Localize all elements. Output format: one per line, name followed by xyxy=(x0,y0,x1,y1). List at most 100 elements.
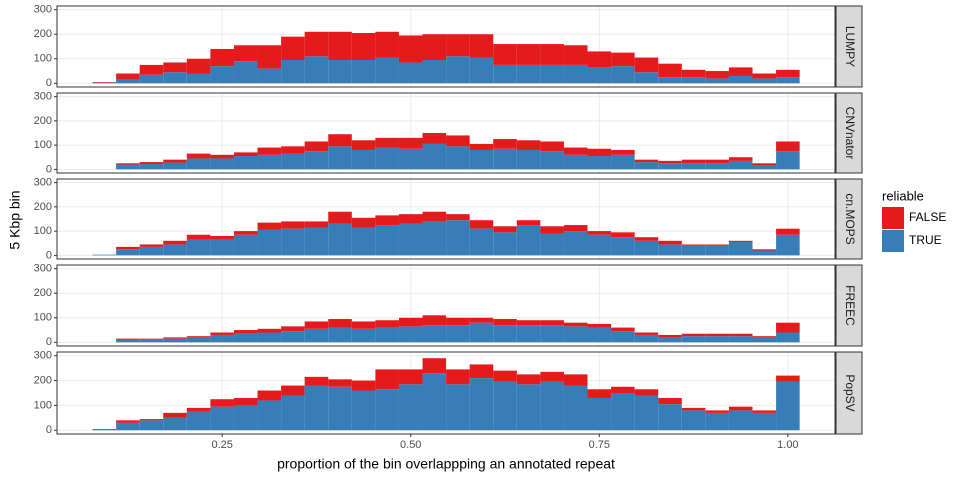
bar xyxy=(611,327,635,332)
panel-border xyxy=(56,92,836,174)
bar xyxy=(469,34,494,58)
bar xyxy=(328,146,352,170)
bar xyxy=(328,379,352,387)
bar xyxy=(516,220,541,226)
bar xyxy=(611,149,635,155)
bar xyxy=(658,77,682,84)
bar xyxy=(611,154,635,170)
bar xyxy=(540,226,564,234)
bar xyxy=(116,73,140,80)
bar xyxy=(304,56,329,84)
bar xyxy=(728,75,753,84)
bar xyxy=(139,162,164,165)
bar xyxy=(634,332,659,335)
bar xyxy=(116,164,140,170)
bar xyxy=(116,79,140,84)
y-tick-label: 100 xyxy=(34,225,52,237)
bar xyxy=(516,44,541,65)
bar xyxy=(752,250,777,256)
bar xyxy=(587,156,612,170)
bar xyxy=(163,162,187,170)
bar xyxy=(116,339,140,343)
y-tick-label: 0 xyxy=(46,163,52,175)
bar xyxy=(752,249,777,251)
bar xyxy=(351,217,376,228)
bar xyxy=(493,148,517,170)
bar xyxy=(728,242,753,256)
bar xyxy=(752,412,777,431)
bar xyxy=(328,134,352,147)
bar xyxy=(422,325,447,343)
bar xyxy=(728,410,753,431)
bar xyxy=(351,149,376,170)
bar xyxy=(587,51,612,68)
bar xyxy=(304,31,329,57)
bar xyxy=(304,328,329,343)
legend-key xyxy=(882,230,904,252)
bar xyxy=(375,215,399,226)
bar xyxy=(375,147,399,170)
bar xyxy=(705,245,729,256)
bar xyxy=(233,152,258,157)
bar xyxy=(563,231,588,256)
bar xyxy=(469,143,494,150)
bar xyxy=(375,369,399,390)
x-tick-label: 0.75 xyxy=(589,439,610,451)
bar xyxy=(516,64,541,84)
bar xyxy=(540,64,564,84)
bar xyxy=(304,385,329,431)
bar xyxy=(257,45,282,69)
bar xyxy=(705,159,729,164)
bar xyxy=(658,397,682,405)
bar xyxy=(210,158,234,170)
bar xyxy=(658,337,682,343)
bar xyxy=(493,319,517,326)
bar xyxy=(705,244,729,246)
bar xyxy=(186,153,211,159)
bar xyxy=(281,331,305,343)
bar xyxy=(493,44,517,65)
bar xyxy=(563,385,588,431)
y-tick-label: 0 xyxy=(46,336,52,348)
strip-label: CNVnator xyxy=(843,107,857,160)
bar xyxy=(728,67,753,76)
strip xyxy=(835,351,863,435)
strip-label: PopSV xyxy=(843,374,857,411)
bar xyxy=(351,140,376,150)
bar xyxy=(163,159,187,163)
bar xyxy=(92,429,117,431)
bar xyxy=(186,239,211,256)
bar xyxy=(705,163,729,170)
bar xyxy=(210,334,234,343)
bar xyxy=(398,369,423,385)
bar xyxy=(728,333,753,337)
bar xyxy=(446,384,470,431)
bar xyxy=(611,52,635,67)
y-tick-label: 100 xyxy=(34,53,52,65)
bar xyxy=(163,337,187,339)
bar xyxy=(139,64,164,75)
strip-label: FREEC xyxy=(843,285,857,326)
y-tick-label: 300 xyxy=(34,177,52,189)
bar xyxy=(257,332,282,343)
bar xyxy=(587,323,612,328)
bar xyxy=(493,232,517,256)
bar xyxy=(92,82,117,84)
strip xyxy=(835,264,863,347)
bar xyxy=(493,64,517,84)
bar xyxy=(634,334,659,343)
bar xyxy=(210,406,234,431)
bar xyxy=(163,338,187,343)
bar xyxy=(328,386,352,431)
bar xyxy=(752,78,777,84)
bar xyxy=(658,163,682,170)
bar xyxy=(776,77,800,84)
bar xyxy=(752,163,777,166)
y-tick-label: 200 xyxy=(34,201,52,213)
y-tick-label: 100 xyxy=(34,399,52,411)
bar xyxy=(257,400,282,431)
bar xyxy=(328,223,352,256)
bar xyxy=(658,240,682,245)
bar xyxy=(681,407,706,411)
